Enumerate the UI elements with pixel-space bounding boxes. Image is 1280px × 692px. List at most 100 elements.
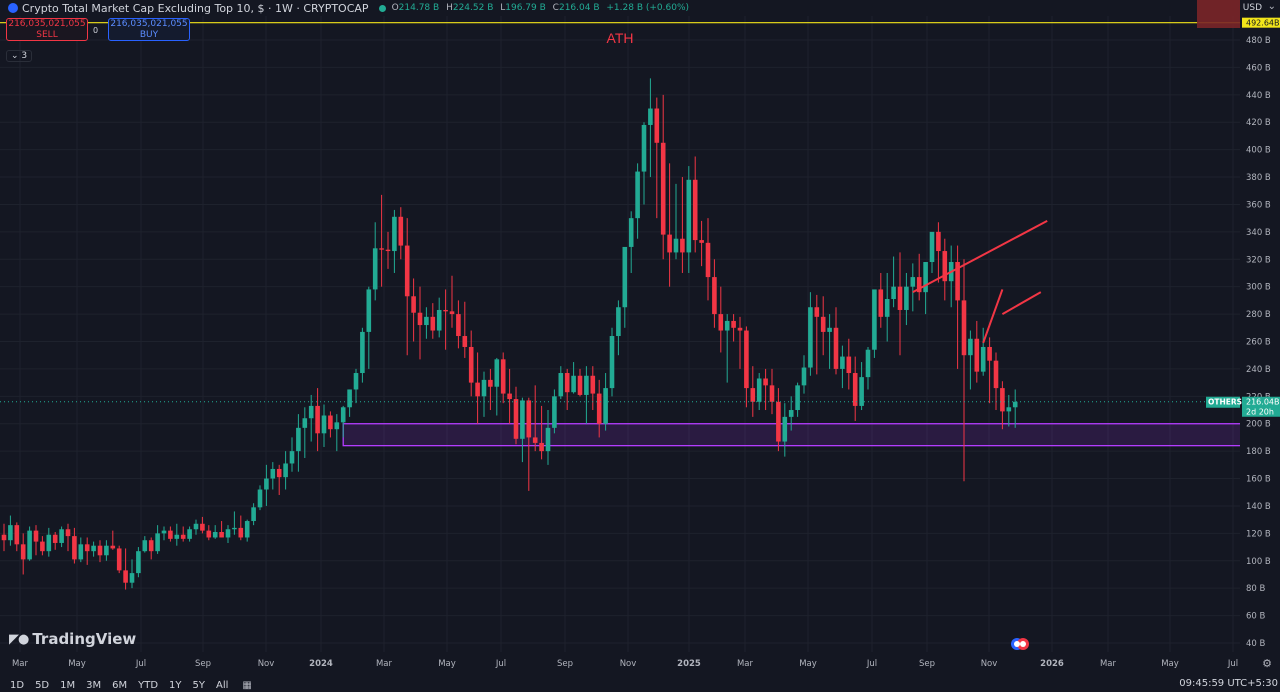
candle-body: [52, 534, 58, 543]
candle-body: [820, 316, 826, 332]
ath-price-badge: [1242, 17, 1280, 28]
indicators-toggle[interactable]: ⌄ 3: [6, 50, 33, 62]
candle-body: [372, 248, 378, 290]
candle-body: [168, 530, 173, 539]
candle-body: [289, 451, 295, 464]
candle-body: [366, 289, 372, 332]
candle-body: [705, 242, 711, 278]
candle-body: [622, 246, 628, 308]
candle-body: [718, 314, 724, 331]
ath-label: ATH: [607, 30, 634, 46]
candle-body: [33, 530, 39, 542]
candle-body: [539, 442, 544, 452]
candle-body: [78, 544, 84, 560]
timeframe-5y[interactable]: 5Y: [192, 679, 206, 691]
candle-body: [264, 478, 269, 490]
candle-body: [142, 540, 148, 552]
candle-body: [961, 300, 967, 356]
candle-body: [110, 545, 116, 549]
candle-body: [116, 548, 122, 571]
candle-body: [91, 545, 96, 552]
y-tick-label: 180 B: [1246, 447, 1271, 457]
sell-label: SELL: [36, 30, 58, 40]
gear-icon[interactable]: ⚙: [1262, 657, 1272, 670]
tradingview-mark-icon: ◤●: [9, 631, 29, 647]
candle-body: [424, 316, 429, 326]
timeframe-5d[interactable]: 5D: [35, 679, 50, 691]
y-tick-label: 360 B: [1246, 200, 1271, 210]
candle-body: [468, 346, 474, 383]
x-tick-label: Sep: [195, 659, 211, 669]
buy-button[interactable]: 216,035,021,055 BUY: [108, 18, 190, 41]
trendline: [912, 220, 1048, 294]
ath-price-text: 492.64B: [1246, 19, 1279, 28]
y-tick-label: 280 B: [1246, 310, 1271, 320]
y-tick-label: 400 B: [1246, 146, 1271, 156]
candle-body: [750, 388, 756, 402]
x-tick-label: May: [1161, 659, 1179, 669]
candle-body: [475, 382, 480, 397]
candle-body: [904, 286, 909, 310]
economic-events-icon[interactable]: [1010, 636, 1030, 652]
buy-price: 216,035,021,055: [110, 19, 188, 29]
symbol-logo-icon[interactable]: [8, 3, 18, 13]
candle-body: [846, 356, 852, 374]
candle-body: [795, 385, 800, 411]
candle-body: [193, 523, 199, 530]
symbol-title[interactable]: Crypto Total Market Cap Excluding Top 10…: [22, 1, 369, 15]
x-tick-label: Nov: [258, 659, 275, 669]
candle-body: [923, 262, 928, 293]
candle-body: [641, 124, 647, 172]
candle-body: [859, 377, 864, 406]
candle-body: [443, 309, 448, 312]
candle-body: [833, 327, 839, 369]
candle-body: [980, 346, 986, 372]
tradingview-wordmark: TradingView: [32, 630, 137, 648]
x-tick-label: Sep: [557, 659, 573, 669]
symbol-badge: [1206, 396, 1240, 408]
timeframe-1m[interactable]: 1M: [60, 679, 76, 691]
spread-value: 0: [93, 26, 99, 35]
candle-body: [187, 529, 192, 539]
timeframe-1y[interactable]: 1Y: [169, 679, 182, 691]
y-tick-label: 100 B: [1246, 557, 1271, 567]
tradingview-logo: ◤● TradingView: [9, 630, 136, 648]
candle-body: [411, 296, 416, 313]
candle-body: [596, 393, 602, 424]
candle-body: [936, 231, 941, 252]
candle-body: [878, 289, 884, 317]
candle-body: [552, 396, 557, 428]
candle-body: [334, 422, 340, 430]
candle-body: [993, 360, 999, 389]
timeframe-all[interactable]: All: [216, 679, 229, 691]
y-tick-label: 80 B: [1246, 584, 1266, 594]
candle-body: [782, 416, 788, 442]
x-tick-label: Jul: [495, 659, 506, 669]
timeframe-3m[interactable]: 3M: [86, 679, 102, 691]
candle-body: [680, 238, 685, 253]
sell-button[interactable]: 216,035,021,055 SELL: [6, 18, 88, 41]
x-tick-label: 2026: [1040, 659, 1064, 669]
candle-body: [456, 314, 461, 337]
calendar-icon[interactable]: ▦: [242, 679, 252, 691]
candle-body: [65, 529, 71, 537]
timeframe-6m[interactable]: 6M: [112, 679, 128, 691]
candle-body: [392, 216, 397, 252]
candle-body: [430, 316, 436, 331]
timeframe-1d[interactable]: 1D: [10, 679, 25, 691]
candle-body: [769, 385, 775, 402]
currency-chevron-icon[interactable]: ⌄: [1267, 1, 1276, 12]
candle-body: [648, 108, 653, 125]
candle-body: [744, 330, 749, 389]
candle-body: [72, 536, 77, 560]
candle-body: [801, 367, 807, 386]
candle-body: [724, 320, 730, 331]
candle-body: [916, 277, 922, 293]
candle-body: [788, 410, 794, 417]
currency-selector[interactable]: USD: [1242, 3, 1262, 13]
candle-body: [449, 311, 455, 315]
timeframe-ytd[interactable]: YTD: [138, 679, 159, 691]
support-zone-layer: ATH: [0, 22, 1280, 447]
candle-body: [136, 551, 141, 574]
